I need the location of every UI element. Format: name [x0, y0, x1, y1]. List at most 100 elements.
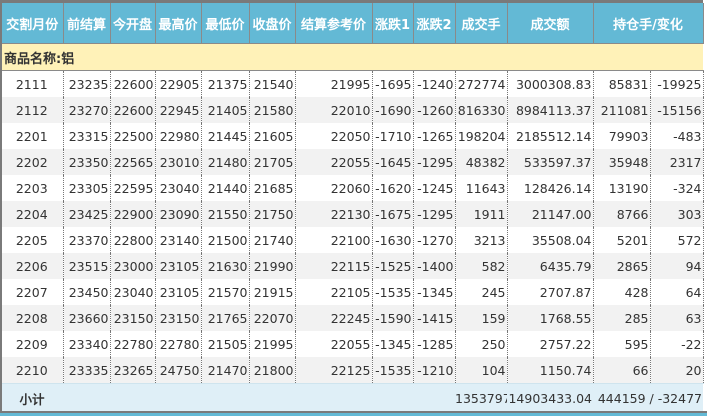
- subtotal-open-interest: 444159 / -32477: [593, 383, 703, 412]
- table-cell: -1345: [413, 279, 456, 305]
- table-cell: 35508.04: [507, 227, 594, 253]
- table-row[interactable]: 2201 23315 22500 22980 21445 21605 22050 -1710-…: [2, 123, 704, 149]
- table-cell: 2707.87: [507, 279, 594, 305]
- table-cell: 21990: [249, 253, 296, 279]
- table-cell: -1245: [413, 175, 456, 201]
- table-cell: 21605: [249, 123, 296, 149]
- table-row[interactable]: 2111 23235 22600 22905 21375 21540 21995 -1695-…: [2, 70, 704, 97]
- table-cell: 21685: [249, 175, 296, 201]
- table-cell: 23335: [63, 357, 111, 384]
- table-cell: 22780: [155, 331, 202, 357]
- table-cell: 198204: [455, 123, 508, 149]
- table-cell: 2206: [2, 253, 64, 279]
- table-row[interactable]: 2205 23370 22800 23140 21500 21740 22100 -1630-…: [2, 227, 704, 253]
- table-cell: 250: [455, 331, 508, 357]
- table-cell: 22105: [295, 279, 373, 305]
- table-cell: 2111: [2, 70, 64, 97]
- column-header[interactable]: 交割月份: [2, 3, 64, 44]
- column-header[interactable]: 最低价: [201, 3, 250, 44]
- table-cell: -1535: [372, 279, 414, 305]
- table-cell: -1710: [372, 123, 414, 149]
- column-header[interactable]: 成交手: [455, 3, 508, 44]
- table-cell: 21995: [249, 331, 296, 357]
- table-cell: 2210: [2, 357, 64, 384]
- table-cell: 21580: [249, 97, 296, 123]
- column-header[interactable]: 持仓手/变化: [593, 3, 704, 44]
- table-cell: 23350: [63, 149, 111, 175]
- table-cell: 79903: [593, 123, 651, 149]
- table-cell: -1590: [372, 305, 414, 331]
- table-cell: 21445: [201, 123, 250, 149]
- table-cell: 21505: [201, 331, 250, 357]
- table-cell: 21375: [201, 70, 250, 97]
- table-cell: 22980: [155, 123, 202, 149]
- column-header[interactable]: 前结算: [63, 3, 111, 44]
- table-cell: 23235: [63, 70, 111, 97]
- table-cell: 5201: [593, 227, 651, 253]
- table-cell: 21740: [249, 227, 296, 253]
- table-row[interactable]: 2203 23305 22595 23040 21440 21685 22060 -1620-…: [2, 175, 704, 201]
- column-header[interactable]: 成交额: [507, 3, 594, 44]
- table-cell: -1295: [413, 201, 456, 227]
- table-cell: 245: [455, 279, 508, 305]
- table-cell: 94: [650, 253, 704, 279]
- table-cell: 11643: [455, 175, 508, 201]
- table-cell: -22: [650, 331, 704, 357]
- table-cell: 66: [593, 357, 651, 384]
- table-cell: 23425: [63, 201, 111, 227]
- table-cell: 23515: [63, 253, 111, 279]
- table-row[interactable]: 2112 23270 22600 22945 21405 21580 22010 -1690-…: [2, 97, 704, 123]
- table-cell: -1295: [413, 149, 456, 175]
- column-header[interactable]: 今开盘: [110, 3, 156, 44]
- table-cell: 104: [455, 357, 508, 384]
- table-cell: 22945: [155, 97, 202, 123]
- subtotal-label: 小计: [2, 383, 63, 412]
- table-cell: 23450: [63, 279, 111, 305]
- column-header[interactable]: 涨跌2: [413, 3, 456, 44]
- table-cell: 22055: [295, 149, 373, 175]
- table-cell: 22600: [110, 70, 156, 97]
- table-row[interactable]: 2209 23340 22780 22780 21505 21995 22055 -1345-…: [2, 331, 704, 357]
- table-row[interactable]: 2208 23660 23150 23150 21765 22070 22245 -1590-…: [2, 305, 704, 331]
- table-cell: 22070: [249, 305, 296, 331]
- table-row[interactable]: 2207 23450 23040 23105 21570 21915 22105 -1535-…: [2, 279, 704, 305]
- group-row: 商品名称:铝: [2, 43, 703, 71]
- table-cell: 21440: [201, 175, 250, 201]
- table-cell: -1690: [372, 97, 414, 123]
- table-cell: 2317: [650, 149, 704, 175]
- table-cell: 2203: [2, 175, 64, 201]
- table-row[interactable]: 2206 23515 23000 23105 21630 21990 22115 -1525-…: [2, 253, 704, 279]
- table-cell: 21540: [249, 70, 296, 97]
- column-header[interactable]: 收盘价: [249, 3, 296, 44]
- table-cell: 22245: [295, 305, 373, 331]
- table-cell: 23150: [155, 305, 202, 331]
- table-cell: -1270: [413, 227, 456, 253]
- table-cell: 159: [455, 305, 508, 331]
- table-row[interactable]: 2202 23350 22565 23010 21480 21705 22055 -1645-…: [2, 149, 704, 175]
- table-cell: 23370: [63, 227, 111, 253]
- table-cell: 2205: [2, 227, 64, 253]
- table-cell: -1675: [372, 201, 414, 227]
- group-label: 商品名称:铝: [2, 43, 703, 71]
- table-cell: 21570: [201, 279, 250, 305]
- table-cell: -1415: [413, 305, 456, 331]
- table-cell: 23305: [63, 175, 111, 201]
- table-cell: 2865: [593, 253, 651, 279]
- table-cell: -1400: [413, 253, 456, 279]
- table-cell: 22800: [110, 227, 156, 253]
- subtotal-row: 小计 1353797 14903433.04 444159 / -32477: [2, 383, 703, 412]
- table-cell: 22100: [295, 227, 373, 253]
- table-cell: 2757.22: [507, 331, 594, 357]
- table-cell: 21147.00: [507, 201, 594, 227]
- table-cell: 22905: [155, 70, 202, 97]
- column-header[interactable]: 涨跌1: [372, 3, 414, 44]
- table-cell: -1265: [413, 123, 456, 149]
- futures-quote-table: 交割月份 前结算 今开盘 最高价 最低价 收盘价 结算参考价 涨跌1 涨跌2 成交手 成交额 持仓手/…: [2, 3, 704, 412]
- table-cell: 23660: [63, 305, 111, 331]
- column-header[interactable]: 结算参考价: [295, 3, 373, 44]
- table-cell: 3000308.83: [507, 70, 594, 97]
- table-row[interactable]: 2210 23335 23265 24750 21470 21800 22125 -1535-…: [2, 357, 704, 384]
- column-header[interactable]: 最高价: [155, 3, 202, 44]
- table-cell: 22900: [110, 201, 156, 227]
- table-row[interactable]: 2204 23425 22900 23090 21550 21750 22130 -1675-…: [2, 201, 704, 227]
